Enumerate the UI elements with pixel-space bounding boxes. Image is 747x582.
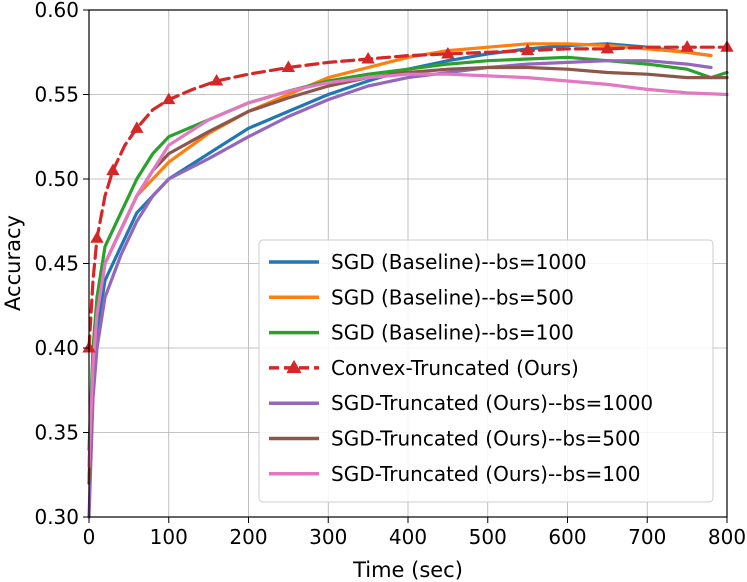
series-line <box>87 59 713 519</box>
x-axis-title: Time (sec) <box>352 558 463 582</box>
y-tick-label: 0.35 <box>34 421 79 445</box>
series-point-marker <box>106 163 120 176</box>
tick-layer: 0 100 200 300 400 500 600 700 800 0.30 0.35 0.40 0.4… <box>34 0 746 549</box>
series-layer <box>82 40 734 519</box>
y-axis-title: Accuracy <box>1 215 25 311</box>
legend-label: SGD-Truncated (Ours)--bs=500 <box>331 427 640 451</box>
y-tick-label: 0.60 <box>34 0 79 22</box>
y-tick-label: 0.45 <box>34 252 79 276</box>
series-point-marker <box>130 121 144 133</box>
legend-label: SGD (Baseline)--bs=1000 <box>331 250 587 274</box>
x-tick-label: 700 <box>628 525 666 549</box>
x-tick-label: 500 <box>469 525 507 549</box>
y-tick-label: 0.40 <box>34 336 79 360</box>
y-tick-label: 0.30 <box>34 505 79 529</box>
series-point-marker <box>90 231 104 243</box>
legend: SGD (Baseline)--bs=1000 SGD (Baseline)--b… <box>258 239 714 503</box>
x-tick-label: 400 <box>389 525 427 549</box>
legend-label: SGD (Baseline)--bs=100 <box>331 321 574 345</box>
series-point-marker <box>209 73 224 86</box>
series-point-marker <box>520 43 535 56</box>
x-tick-label: 0 <box>83 525 96 549</box>
legend-label: Convex-Truncated (Ours) <box>331 356 579 380</box>
x-tick-label: 300 <box>309 525 347 549</box>
legend-label: SGD (Baseline)--bs=500 <box>331 285 574 309</box>
series-point-marker <box>361 52 375 64</box>
series-point-marker <box>600 41 615 54</box>
legend-label: SGD-Truncated (Ours)--bs=100 <box>331 462 640 486</box>
x-tick-label: 800 <box>708 525 746 549</box>
x-tick-label: 600 <box>548 525 586 549</box>
legend-label: SGD-Truncated (Ours)--bs=1000 <box>331 391 653 415</box>
series-point-marker <box>281 60 296 73</box>
legend-swatch-marker <box>286 359 302 374</box>
y-tick-label: 0.50 <box>34 167 79 191</box>
series-line <box>87 72 729 468</box>
x-tick-label: 200 <box>229 525 267 549</box>
legend-box <box>258 239 714 503</box>
series-point-marker <box>162 92 176 105</box>
y-tick-label: 0.55 <box>34 83 79 107</box>
series-point-marker <box>680 40 694 52</box>
x-tick-label: 100 <box>150 525 188 549</box>
series-point-marker <box>441 46 455 59</box>
